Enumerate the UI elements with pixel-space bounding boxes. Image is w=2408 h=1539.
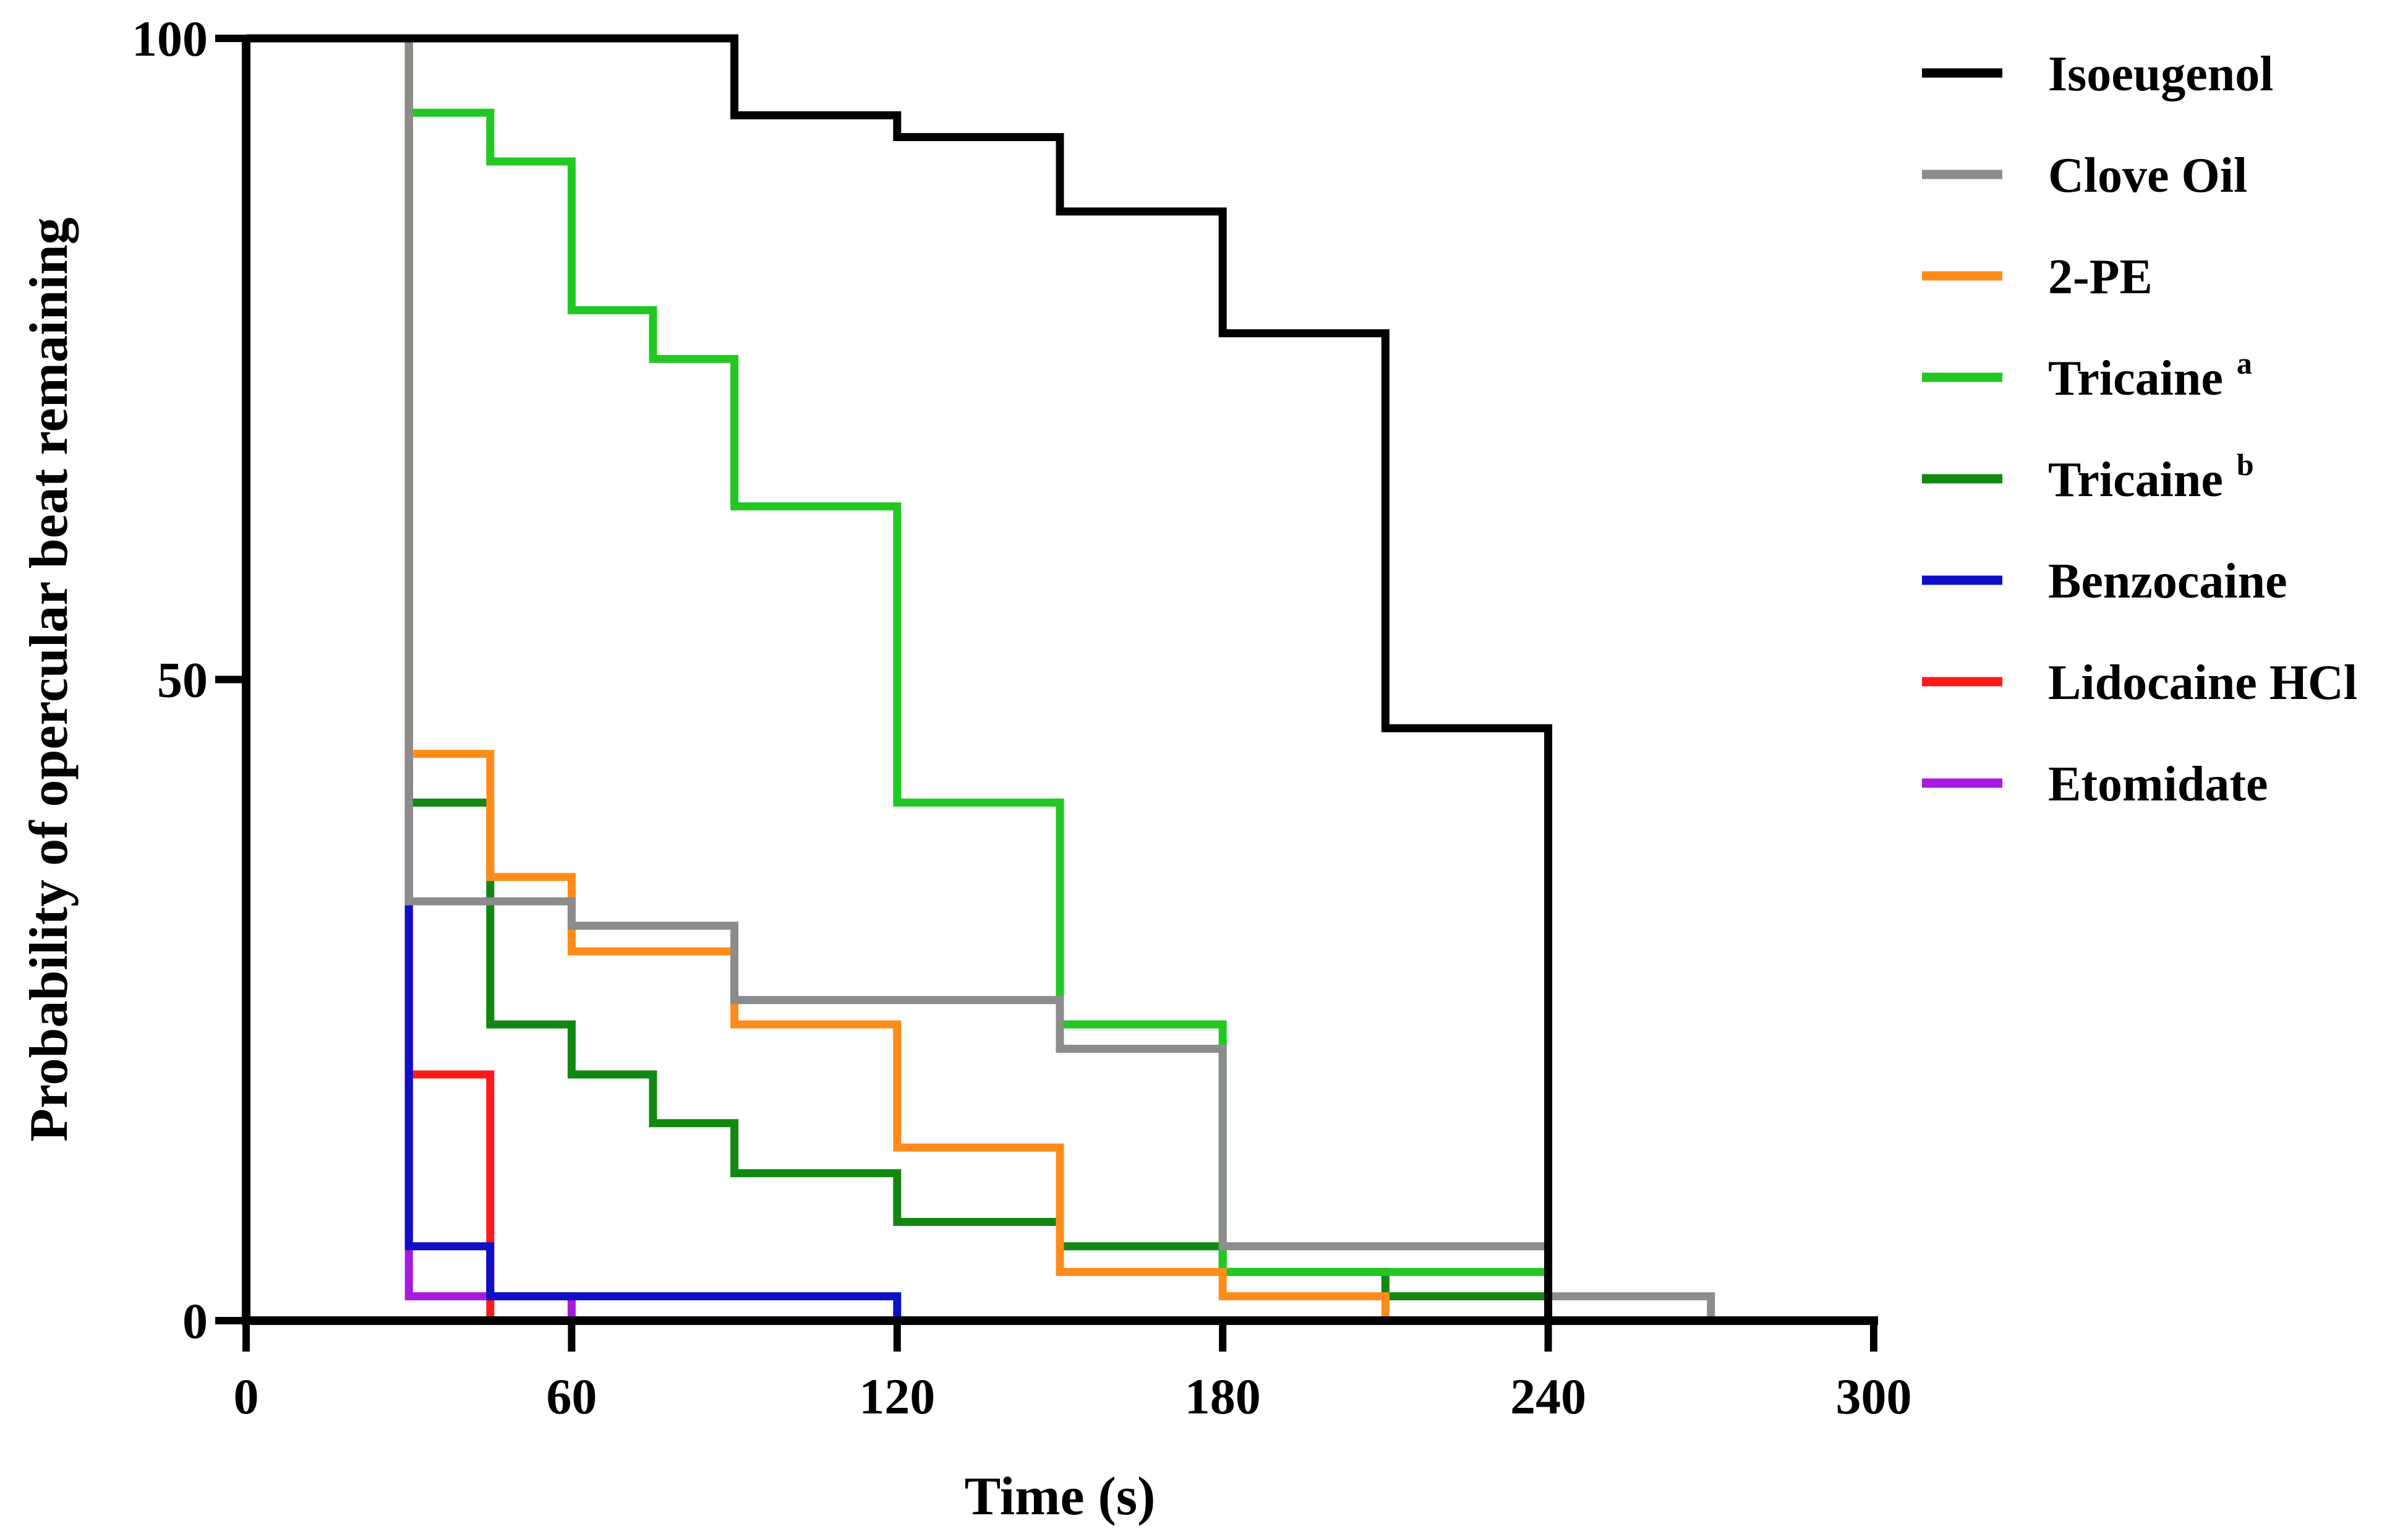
legend-superscript: a: [2237, 346, 2252, 380]
legend-label-text: Tricaine: [2048, 351, 2223, 406]
series-line-benzocaine: [404, 38, 902, 1321]
x-tick-label: 120: [859, 1368, 935, 1425]
tick-layer: 0 60 120 180 240 300 0 50 100: [132, 11, 1912, 1425]
x-tick-label: 300: [1836, 1368, 1912, 1425]
series-layer: [246, 34, 1715, 1321]
x-axis-title: Time (s): [965, 1467, 1156, 1527]
x-tick-label: 60: [546, 1368, 597, 1425]
series-line-lidocaine-hcl: [404, 38, 495, 1321]
series-line-2-pe: [404, 38, 1390, 1321]
series-line-tricaine-a: [404, 38, 1548, 1276]
legend-label-tricaine-a: Tricaine a: [2048, 346, 2252, 406]
legend-label-tricaine-b: Tricaine b: [2048, 447, 2254, 507]
legend-label-text: Etomidate: [2048, 757, 2268, 812]
x-tick-label: 180: [1185, 1368, 1261, 1425]
x-tick-label: 240: [1510, 1368, 1586, 1425]
legend-label-isoeugenol: Isoeugenol: [2048, 47, 2274, 101]
legend-label-etomidate: Etomidate: [2048, 757, 2268, 812]
x-tick-label: 0: [234, 1368, 259, 1425]
legend-label-text: Isoeugenol: [2048, 47, 2274, 101]
series-line-isoeugenol: [246, 34, 1553, 1321]
legend-label-clove-oil: Clove Oil: [2048, 148, 2247, 203]
legend-label-text: 2-PE: [2048, 250, 2153, 304]
legend-label-2-pe: 2-PE: [2048, 250, 2153, 304]
legend-label-text: Lidocaine HCl: [2048, 656, 2357, 710]
legend-label-lidocaine-hcl: Lidocaine HCl: [2048, 656, 2357, 710]
series-line-tricaine-b: [404, 38, 1548, 1301]
y-axis-title: Probability of opercular beat remaining: [19, 217, 79, 1141]
legend-label-benzocaine: Benzocaine: [2048, 554, 2287, 609]
y-tick-label: 100: [132, 11, 208, 67]
series-line-clove-oil: [404, 38, 1715, 1321]
legend-label-text: Tricaine: [2048, 453, 2223, 507]
legend-superscript: b: [2237, 447, 2254, 482]
y-tick-label: 50: [157, 652, 208, 708]
legend-label-text: Benzocaine: [2048, 554, 2287, 609]
y-tick-label: 0: [182, 1293, 208, 1349]
legend-label-text: Clove Oil: [2048, 148, 2247, 203]
